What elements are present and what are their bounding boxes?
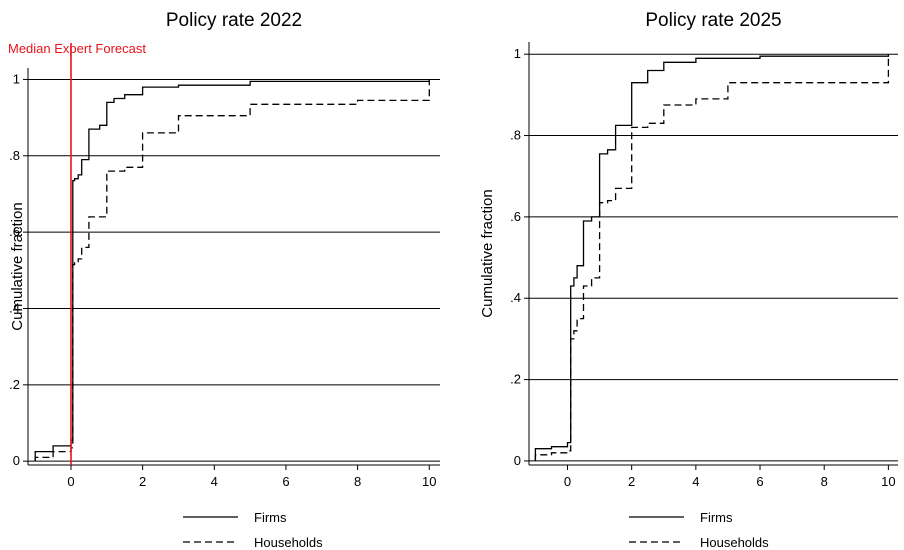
legend: Firms Households bbox=[183, 510, 323, 550]
y-tick-label: 1 bbox=[13, 71, 20, 86]
y-tick-label: .6 bbox=[9, 224, 20, 239]
y-tick-label: .8 bbox=[9, 148, 20, 163]
y-tick-label: 0 bbox=[13, 453, 20, 468]
x-tick-label: 10 bbox=[422, 474, 436, 489]
chart-title: Policy rate 2025 bbox=[645, 10, 781, 31]
median-forecast-label: Median Expert Forecast bbox=[8, 41, 146, 56]
y-axis-label: Cumulative fraction bbox=[479, 189, 496, 317]
chart-title: Policy rate 2022 bbox=[166, 10, 302, 31]
x-tick-label: 4 bbox=[211, 474, 218, 489]
y-axis-label: Cumulative fraction bbox=[9, 202, 26, 330]
y-tick-label: .2 bbox=[9, 377, 20, 392]
x-tick-label: 8 bbox=[354, 474, 361, 489]
y-tick-label: .2 bbox=[510, 372, 521, 387]
y-tick-label: 0 bbox=[514, 453, 521, 468]
x-tick-label: 10 bbox=[881, 474, 895, 489]
y-tick-label: .6 bbox=[510, 209, 521, 224]
x-tick-label: 2 bbox=[139, 474, 146, 489]
legend-label-firms: Firms bbox=[700, 510, 733, 525]
series-line-firms bbox=[34, 79, 430, 462]
y-tick-label: .4 bbox=[510, 290, 521, 305]
series-line-firms bbox=[534, 54, 890, 461]
x-tick-label: 4 bbox=[692, 474, 699, 489]
legend-label-households: Households bbox=[700, 535, 769, 550]
x-tick-label: 0 bbox=[67, 474, 74, 489]
y-tick-label: .4 bbox=[9, 300, 20, 315]
y-tick-label: .8 bbox=[510, 128, 521, 143]
series-line-households bbox=[34, 79, 430, 462]
x-tick-label: 6 bbox=[756, 474, 763, 489]
legend-label-firms: Firms bbox=[254, 510, 287, 525]
x-tick-label: 2 bbox=[628, 474, 635, 489]
y-tick-label: 1 bbox=[514, 46, 521, 61]
legend: Firms Households bbox=[629, 510, 769, 550]
x-tick-label: 8 bbox=[821, 474, 828, 489]
series-line-households bbox=[534, 54, 890, 461]
legend-label-households: Households bbox=[254, 535, 323, 550]
x-tick-label: 0 bbox=[564, 474, 571, 489]
x-tick-label: 6 bbox=[282, 474, 289, 489]
